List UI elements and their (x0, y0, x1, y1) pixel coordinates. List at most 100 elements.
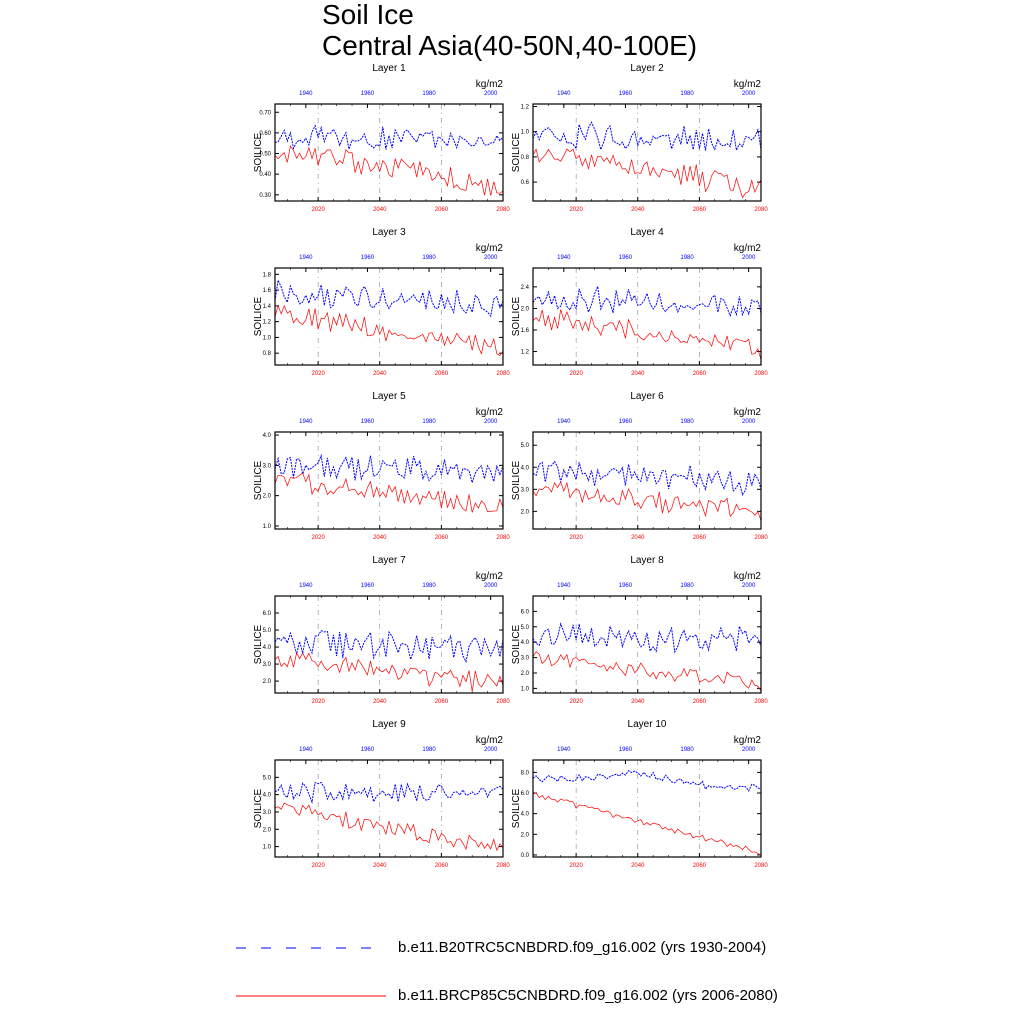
y-tick-label: 0.40 (259, 172, 271, 178)
y-tick-label: 4.0 (521, 640, 530, 646)
y-axis-label: SOILICE (511, 460, 522, 500)
x-tick-label-bottom: 2040 (631, 207, 645, 213)
y-tick-label: 1.0 (521, 130, 530, 136)
series-historical (532, 622, 762, 654)
x-tick-label-bottom: 2040 (373, 371, 387, 377)
panel-1: Layer 1 kg/m2 SOILICE 0.30 0.40 0.50 0.60 0.70 2… (253, 63, 510, 213)
series-future (532, 309, 762, 360)
panel-5: Layer 5 kg/m2 SOILICE 1.0 2.0 3.0 4.0 2020 2040 2… (253, 391, 510, 541)
y-tick-label: 2.0 (521, 832, 530, 838)
x-tick-label-bottom: 2040 (631, 699, 645, 705)
y-tick-label: 1.0 (263, 845, 272, 851)
x-tick-label-bottom: 2080 (754, 207, 768, 213)
units-label: kg/m2 (734, 735, 762, 746)
panel-frame (532, 759, 762, 858)
y-tick-label: 3.0 (521, 487, 530, 493)
y-tick-label: 1.0 (263, 335, 272, 341)
y-axis-label: SOILICE (511, 296, 522, 336)
x-tick-label-bottom: 2020 (311, 207, 325, 213)
x-tick-label-bottom: 2080 (496, 207, 510, 213)
panel-frame (532, 431, 762, 530)
x-tick-label-top: 1960 (619, 255, 633, 261)
x-tick-label-top: 2000 (484, 747, 498, 753)
series-future (532, 792, 762, 856)
panel-title: Layer 6 (630, 391, 664, 402)
x-tick-label-top: 1940 (299, 419, 313, 425)
x-tick-label-top: 2000 (484, 419, 498, 425)
legend-label-historical: b.e11.B20TRC5CNBDRD.f09_g16.002 (yrs 193… (398, 939, 767, 956)
y-axis-label: SOILICE (253, 624, 264, 664)
y-tick-label: 1.0 (521, 686, 530, 692)
units-label: kg/m2 (734, 79, 762, 90)
series-historical (274, 630, 504, 664)
y-tick-label: 4.0 (263, 433, 272, 439)
panel-title: Layer 9 (372, 719, 406, 730)
x-tick-label-top: 1980 (422, 747, 436, 753)
x-tick-label-bottom: 2040 (373, 535, 387, 541)
series-historical (274, 781, 504, 805)
series-future (274, 651, 504, 692)
y-tick-label: 2.0 (263, 494, 272, 500)
series-historical (274, 453, 504, 485)
x-tick-label-top: 2000 (742, 91, 756, 97)
x-tick-label-top: 1940 (557, 747, 571, 753)
series-future (532, 148, 762, 199)
y-axis-label: SOILICE (511, 788, 522, 828)
x-tick-label-top: 1940 (299, 91, 313, 97)
y-axis-label: SOILICE (253, 460, 264, 500)
y-tick-label: 1.6 (521, 328, 530, 334)
y-tick-label: 0.30 (259, 193, 271, 199)
y-tick-label: 5.0 (263, 775, 272, 781)
y-tick-label: 2.0 (263, 679, 272, 685)
x-tick-label-bottom: 2020 (569, 699, 583, 705)
x-tick-label-bottom: 2040 (631, 535, 645, 541)
y-tick-label: 6.0 (521, 791, 530, 797)
x-tick-label-bottom: 2060 (693, 699, 707, 705)
units-label: kg/m2 (476, 571, 504, 582)
x-tick-label-bottom: 2060 (435, 699, 449, 705)
x-tick-label-bottom: 2020 (569, 535, 583, 541)
panel-title: Layer 10 (628, 719, 667, 730)
panel-9: Layer 9 kg/m2 SOILICE 1.0 2.0 3.0 4.0 5.0 2020 20… (253, 719, 510, 869)
units-label: kg/m2 (734, 407, 762, 418)
x-tick-label-bottom: 2060 (693, 863, 707, 869)
units-label: kg/m2 (734, 243, 762, 254)
x-tick-label-bottom: 2080 (496, 863, 510, 869)
x-tick-label-bottom: 2080 (754, 863, 768, 869)
panel-title: Layer 8 (630, 555, 664, 566)
series-future (532, 481, 762, 521)
x-tick-label-bottom: 2060 (435, 863, 449, 869)
x-tick-label-bottom: 2060 (435, 535, 449, 541)
series-historical (532, 284, 762, 318)
panel-frame (532, 267, 762, 366)
y-tick-label: 6.0 (521, 609, 530, 615)
x-tick-label-bottom: 2080 (754, 699, 768, 705)
y-tick-label: 5.0 (263, 628, 272, 634)
x-tick-label-top: 1980 (422, 255, 436, 261)
x-tick-label-top: 2000 (742, 583, 756, 589)
y-tick-label: 0.70 (259, 110, 271, 116)
y-axis-label: SOILICE (253, 788, 264, 828)
x-tick-label-top: 1980 (680, 583, 694, 589)
y-tick-label: 1.2 (521, 105, 530, 111)
x-tick-label-top: 1960 (619, 747, 633, 753)
y-tick-label: 1.2 (263, 320, 272, 326)
x-tick-label-top: 1940 (299, 583, 313, 589)
x-tick-label-top: 2000 (484, 583, 498, 589)
panel-frame (532, 595, 762, 694)
panel-frame (274, 103, 504, 202)
y-tick-label: 5.0 (521, 443, 530, 449)
y-tick-label: 4.0 (263, 793, 272, 799)
x-tick-label-bottom: 2080 (496, 699, 510, 705)
x-tick-label-top: 1980 (680, 419, 694, 425)
x-tick-label-top: 1960 (361, 255, 375, 261)
x-tick-label-bottom: 2040 (631, 371, 645, 377)
panel-6: Layer 6 kg/m2 SOILICE 2.0 3.0 4.0 5.0 2020 2040 2… (511, 391, 768, 541)
x-tick-label-top: 2000 (742, 255, 756, 261)
y-tick-label: 1.4 (263, 304, 272, 310)
panel-frame (274, 431, 504, 530)
y-tick-label: 3.0 (263, 662, 272, 668)
x-tick-label-bottom: 2020 (311, 699, 325, 705)
y-tick-label: 1.0 (263, 524, 272, 530)
x-tick-label-top: 1960 (361, 419, 375, 425)
